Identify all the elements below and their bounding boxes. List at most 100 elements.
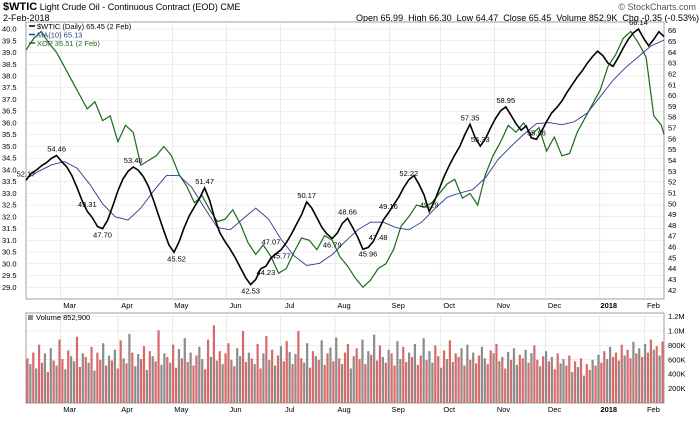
instrument-name: Light Crude Oil - Continuous Contract (E…	[39, 2, 218, 12]
volume-bar	[448, 340, 451, 403]
volume-bar	[139, 359, 143, 403]
volume-bar	[323, 364, 326, 403]
volume-value: 852.9K	[588, 13, 618, 23]
price-data-label: 44.23	[256, 268, 275, 277]
volume-bar	[338, 358, 341, 403]
volume-bar	[492, 353, 495, 403]
volume-x-tick-label: Sep	[392, 405, 405, 414]
left-axis-tick-label: 30.0	[2, 259, 17, 268]
volume-bar	[110, 360, 114, 403]
legend-entry: $WTIC (Daily) 65.45 (2 Feb)	[37, 22, 132, 31]
volume-bar	[64, 369, 67, 403]
volume-bar	[361, 339, 364, 403]
right-axis-tick-label: 65	[668, 37, 676, 46]
volume-bar	[367, 351, 370, 403]
volume-bar	[495, 343, 498, 403]
price-data-label: 45.96	[359, 249, 378, 258]
right-axis-tick-label: 44	[668, 264, 676, 273]
volume-bar	[658, 355, 661, 403]
volume-bar	[451, 361, 454, 403]
volume-bar	[617, 360, 620, 403]
volume-x-tick-label: May	[174, 405, 188, 414]
volume-bar	[416, 364, 419, 403]
left-axis-tick-label: 34.5	[2, 154, 17, 163]
volume-bar	[206, 339, 210, 403]
volume-bar	[643, 343, 647, 403]
volume-bar	[61, 359, 64, 403]
right-axis-tick-label: 42	[668, 286, 676, 295]
volume-x-tick-label: 2018	[600, 405, 617, 414]
price-data-label: 55.33	[471, 135, 490, 144]
volume-bar	[314, 356, 317, 403]
volume-bar	[425, 359, 428, 403]
volume-bar	[259, 368, 262, 403]
price-data-label: 42.53	[241, 287, 260, 296]
volume-bar	[163, 353, 166, 403]
volume-bar	[276, 355, 280, 403]
volume-bar	[116, 368, 119, 403]
ma-series-line	[25, 39, 665, 266]
legend-entry: MA(10) 65.13	[37, 31, 82, 40]
volume-bar	[294, 354, 297, 403]
volume-bar	[381, 356, 384, 403]
volume-bar	[652, 349, 655, 403]
legend-entry: XOP 35.51 (2 Feb)	[37, 39, 100, 48]
volume-bar	[236, 348, 239, 403]
left-axis-tick-label: 32.0	[2, 212, 17, 221]
right-axis-tick-label: 52	[668, 178, 676, 187]
volume-bar	[579, 358, 583, 403]
volume-bar	[527, 362, 530, 403]
x-tick-label: Oct	[443, 301, 456, 310]
volume-bar	[638, 348, 641, 403]
volume-bar	[93, 370, 96, 403]
volume-bar	[576, 367, 580, 403]
volume-bar	[99, 359, 102, 403]
x-tick-label: Sep	[392, 301, 405, 310]
volume-bar	[553, 369, 556, 403]
volume-bar	[306, 343, 309, 403]
volume-bar	[320, 340, 323, 403]
chart-date: 2-Feb-2018	[3, 13, 50, 23]
right-axis-tick-label: 54	[668, 156, 676, 165]
volume-axis-tick-label: 800K	[668, 341, 686, 350]
x-tick-label: 2018	[600, 301, 617, 310]
volume-bar	[151, 356, 154, 403]
right-axis-tick-label: 64	[668, 48, 676, 57]
volume-bar	[273, 365, 277, 403]
volume-bar	[250, 358, 253, 403]
volume-bar	[565, 365, 568, 403]
volume-bar	[201, 359, 204, 403]
volume-bar	[378, 345, 382, 403]
volume-bar	[84, 356, 87, 403]
volume-bar	[90, 346, 93, 403]
right-axis-tick-label: 47	[668, 232, 676, 241]
volume-bar	[649, 339, 652, 403]
volume-bar	[58, 339, 61, 403]
volume-bar	[541, 356, 545, 403]
volume-bar	[603, 351, 606, 403]
price-data-label: 51.47	[195, 177, 214, 186]
volume-bar	[46, 372, 49, 403]
volume-bar	[515, 364, 518, 403]
volume-bar	[352, 356, 355, 403]
chart-title: $WTIC Light Crude Oil - Continuous Contr…	[3, 2, 240, 13]
volume-x-tick-label: Jun	[229, 405, 241, 414]
volume-bar	[507, 351, 510, 403]
volume-bar	[585, 364, 588, 403]
right-axis-tick-label: 43	[668, 275, 676, 284]
volume-bar	[437, 356, 440, 403]
price-data-label: 47.48	[369, 233, 388, 242]
left-axis-tick-label: 38.5	[2, 60, 17, 69]
volume-bar	[539, 366, 542, 403]
volume-bar	[431, 362, 434, 403]
volume-bar	[195, 355, 198, 403]
volume-bar	[457, 356, 460, 403]
volume-bar	[460, 348, 463, 403]
volume-bar	[629, 358, 632, 403]
open-label: Open	[356, 13, 379, 23]
x-tick-label: Feb	[647, 301, 660, 310]
volume-bar	[483, 358, 486, 403]
volume-bar	[233, 366, 236, 403]
volume-bar	[221, 364, 224, 403]
volume-bar	[620, 344, 623, 403]
